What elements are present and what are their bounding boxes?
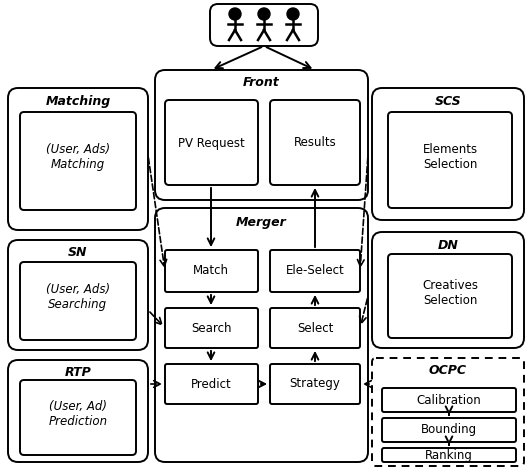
FancyBboxPatch shape <box>165 308 258 348</box>
FancyBboxPatch shape <box>388 112 512 208</box>
FancyBboxPatch shape <box>382 448 516 462</box>
Text: OCPC: OCPC <box>429 364 467 376</box>
Text: Search: Search <box>191 321 231 335</box>
Text: SN: SN <box>68 246 88 259</box>
Text: Bounding: Bounding <box>421 423 477 437</box>
FancyBboxPatch shape <box>155 70 368 200</box>
FancyBboxPatch shape <box>155 208 368 462</box>
Text: Matching: Matching <box>45 94 111 108</box>
FancyBboxPatch shape <box>20 112 136 210</box>
FancyBboxPatch shape <box>372 358 524 466</box>
Text: Front: Front <box>243 75 279 89</box>
FancyBboxPatch shape <box>8 88 148 230</box>
FancyBboxPatch shape <box>372 232 524 348</box>
Text: PV Request: PV Request <box>178 137 244 149</box>
Text: Ele-Select: Ele-Select <box>286 264 344 277</box>
Text: (User, Ads)
Matching: (User, Ads) Matching <box>46 143 110 171</box>
Text: Creatives
Selection: Creatives Selection <box>422 279 478 307</box>
FancyBboxPatch shape <box>20 380 136 455</box>
Text: Select: Select <box>297 321 333 335</box>
Text: SCS: SCS <box>435 94 461 108</box>
FancyBboxPatch shape <box>8 360 148 462</box>
Text: Predict: Predict <box>190 377 231 391</box>
FancyBboxPatch shape <box>20 262 136 340</box>
FancyBboxPatch shape <box>270 250 360 292</box>
Circle shape <box>258 8 270 20</box>
Text: Results: Results <box>294 137 336 149</box>
FancyBboxPatch shape <box>388 254 512 338</box>
Text: Merger: Merger <box>236 216 286 228</box>
Text: Elements
Selection: Elements Selection <box>422 143 478 171</box>
FancyBboxPatch shape <box>210 4 318 46</box>
Text: Strategy: Strategy <box>289 377 340 391</box>
FancyBboxPatch shape <box>270 364 360 404</box>
FancyBboxPatch shape <box>382 388 516 412</box>
FancyBboxPatch shape <box>270 308 360 348</box>
FancyBboxPatch shape <box>165 364 258 404</box>
Text: RTP: RTP <box>64 365 92 379</box>
Text: (User, Ad)
Prediction: (User, Ad) Prediction <box>48 400 107 428</box>
Circle shape <box>229 8 241 20</box>
Text: Ranking: Ranking <box>425 448 473 462</box>
FancyBboxPatch shape <box>8 240 148 350</box>
FancyBboxPatch shape <box>270 100 360 185</box>
FancyBboxPatch shape <box>165 100 258 185</box>
Circle shape <box>287 8 299 20</box>
FancyBboxPatch shape <box>382 418 516 442</box>
Text: (User, Ads)
Searching: (User, Ads) Searching <box>46 283 110 311</box>
FancyBboxPatch shape <box>165 250 258 292</box>
FancyBboxPatch shape <box>372 88 524 220</box>
Text: DN: DN <box>437 238 459 252</box>
Text: Calibration: Calibration <box>417 393 481 407</box>
Text: Match: Match <box>193 264 229 277</box>
